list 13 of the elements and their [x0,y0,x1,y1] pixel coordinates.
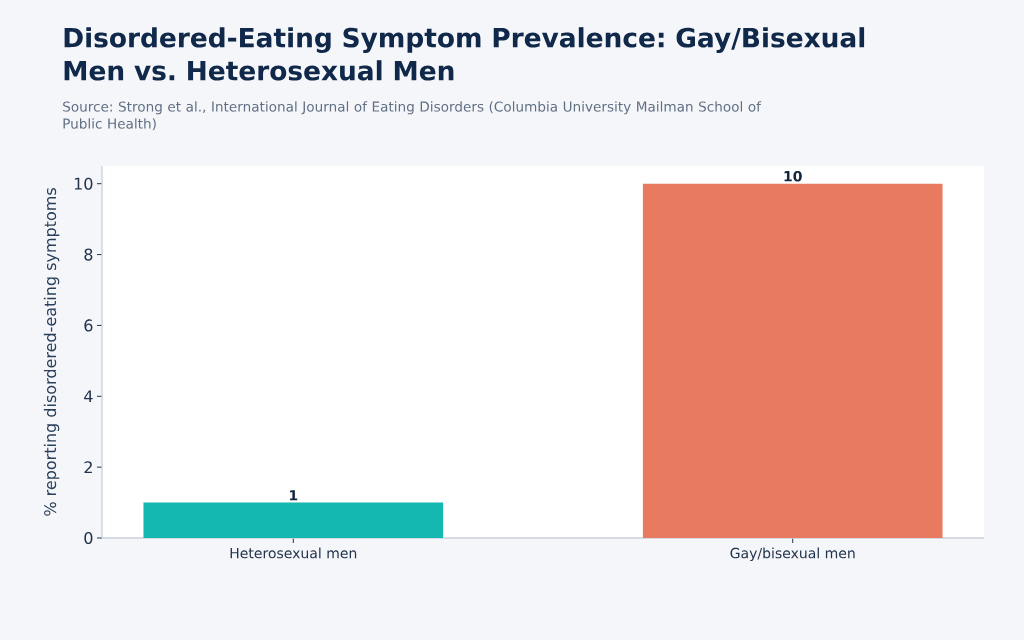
chart-title: Disordered-Eating Symptom Prevalence: Gay/Bisexual Men vs. Heterosexual Men [64,27,865,81]
x-tick-label: Heterosexual men [230,547,357,559]
y-tick-label: 8 [84,248,93,261]
data-label: 1 [289,490,298,501]
y-tick-label: 10 [74,177,93,190]
y-tick-label: 6 [84,319,93,332]
y-tick-label: 0 [84,531,93,545]
source-note: Source: Strong et al., International Journal of Eating Disorders (Columbia University Mailman School of Public Health) [63,101,762,131]
y-axis-title: % reporting disordered-eating symptoms [43,188,60,516]
x-tick-label: Gay/bisexual men [730,547,855,562]
y-tick-label: 2 [84,461,92,474]
data-label: 10 [784,170,802,182]
y-tick-label: 4 [84,390,93,403]
